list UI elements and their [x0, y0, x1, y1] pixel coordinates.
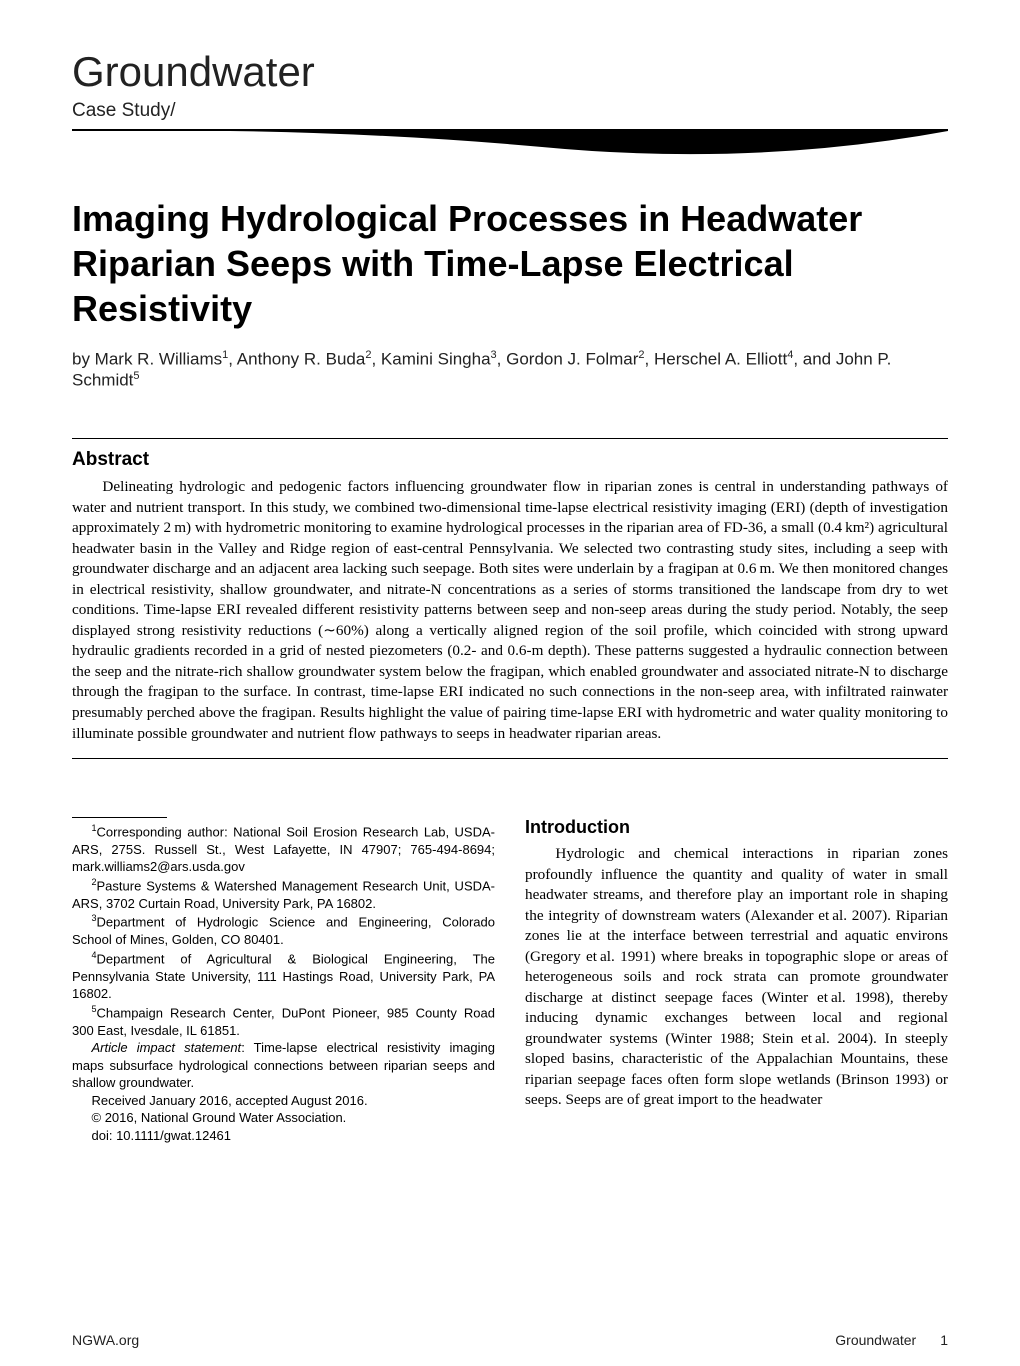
- footnote-3: 3Department of Hydrologic Science and En…: [72, 912, 495, 948]
- abstract-text: Delineating hydrologic and pedogenic fac…: [72, 477, 948, 744]
- section-label: Case Study/: [72, 100, 948, 122]
- footnote-doi: doi: 10.1111/gwat.12461: [72, 1127, 495, 1145]
- impact-label: Article impact statement: [92, 1040, 242, 1055]
- footnote-1-text: Corresponding author: National Soil Eros…: [72, 824, 495, 874]
- footer-page-number: 1: [940, 1332, 948, 1348]
- abstract-bottom-rule: [72, 758, 948, 759]
- footnote-copyright: © 2016, National Ground Water Associatio…: [72, 1109, 495, 1127]
- footnote-5: 5Champaign Research Center, DuPont Pione…: [72, 1003, 495, 1039]
- left-column: 1Corresponding author: National Soil Ero…: [72, 817, 495, 1144]
- footnote-3-text: Department of Hydrologic Science and Eng…: [72, 915, 495, 948]
- footer-left: NGWA.org: [72, 1332, 139, 1348]
- footnote-1: 1Corresponding author: National Soil Ero…: [72, 822, 495, 876]
- swoosh-svg: [72, 129, 948, 169]
- footnote-received: Received January 2016, accepted August 2…: [72, 1092, 495, 1110]
- swoosh-decoration: [72, 131, 948, 171]
- footnote-2-text: Pasture Systems & Watershed Management R…: [72, 878, 495, 911]
- footer-right: Groundwater 1: [835, 1332, 948, 1348]
- footnote-4-text: Department of Agricultural & Biological …: [72, 951, 495, 1001]
- footnote-divider: [72, 817, 167, 818]
- page-footer: NGWA.org Groundwater 1: [72, 1332, 948, 1348]
- footnote-5-text: Champaign Research Center, DuPont Pionee…: [72, 1005, 495, 1038]
- two-column-layout: 1Corresponding author: National Soil Ero…: [72, 817, 948, 1144]
- introduction-text: Hydrologic and chemical interactions in …: [525, 844, 948, 1111]
- footer-journal-name: Groundwater: [835, 1332, 916, 1348]
- footnote-2: 2Pasture Systems & Watershed Management …: [72, 876, 495, 912]
- journal-name: Groundwater: [72, 48, 948, 96]
- right-column: Introduction Hydrologic and chemical int…: [525, 817, 948, 1144]
- abstract-heading: Abstract: [72, 449, 948, 471]
- introduction-heading: Introduction: [525, 817, 948, 838]
- authors-line: by Mark R. Williams1, Anthony R. Buda2, …: [72, 349, 948, 390]
- footnote-4: 4Department of Agricultural & Biological…: [72, 949, 495, 1003]
- abstract-top-rule: [72, 438, 948, 439]
- article-title: Imaging Hydrological Processes in Headwa…: [72, 196, 948, 331]
- footnote-impact: Article impact statement: Time-lapse ele…: [72, 1039, 495, 1092]
